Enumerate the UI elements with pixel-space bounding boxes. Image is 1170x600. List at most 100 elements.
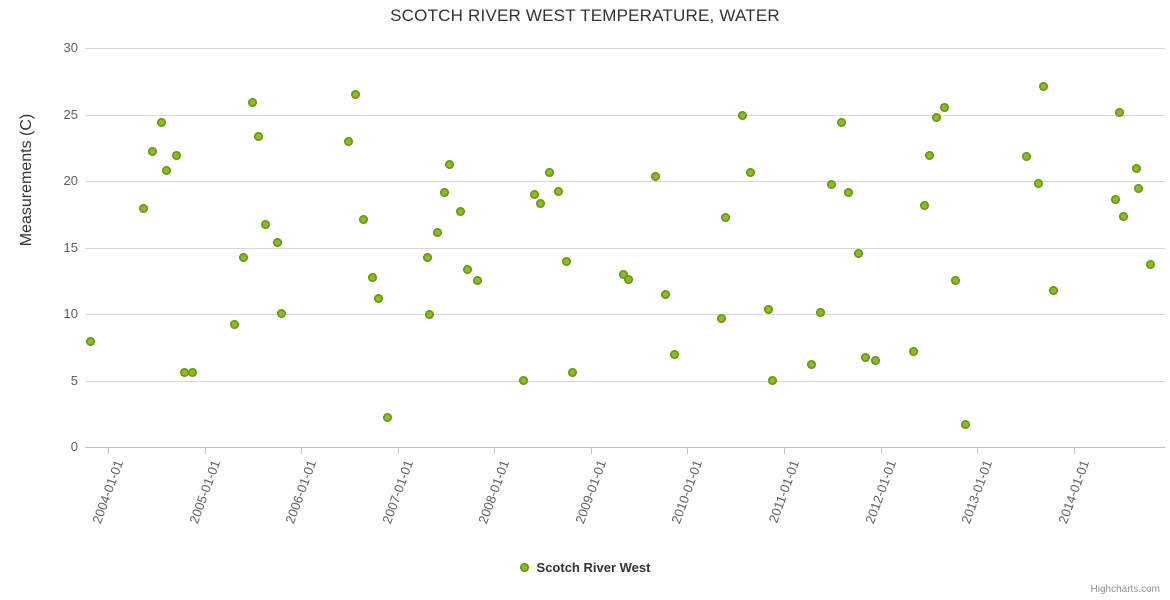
scatter-point[interactable] — [919, 200, 929, 210]
scatter-point[interactable] — [424, 309, 434, 319]
scatter-point[interactable] — [853, 248, 863, 258]
legend-item-scotch-river-west[interactable]: Scotch River West — [519, 560, 650, 575]
scatter-point[interactable] — [763, 304, 773, 314]
scatter-point[interactable] — [455, 206, 465, 216]
scatter-point[interactable] — [276, 308, 286, 318]
scatter-point[interactable] — [908, 346, 918, 356]
scatter-point[interactable] — [720, 212, 730, 222]
x-tick-mark — [687, 447, 688, 454]
scatter-point[interactable] — [422, 252, 432, 262]
scatter-point[interactable] — [156, 117, 166, 127]
scatter-point[interactable] — [358, 214, 368, 224]
scatter-point[interactable] — [439, 187, 449, 197]
x-tick-mark — [205, 447, 206, 454]
scatter-point[interactable] — [529, 189, 539, 199]
plot-area — [85, 48, 1165, 448]
scatter-point[interactable] — [432, 227, 442, 237]
scatter-point[interactable] — [826, 179, 836, 189]
scatter-point[interactable] — [1110, 194, 1120, 204]
scatter-point[interactable] — [939, 102, 949, 112]
chart-legend: Scotch River West — [0, 560, 1170, 575]
y-tick-label-10: 10 — [63, 306, 78, 321]
scatter-point[interactable] — [931, 112, 941, 122]
scatter-point[interactable] — [553, 186, 563, 196]
x-tick-mark — [301, 447, 302, 454]
scatter-point[interactable] — [1131, 163, 1141, 173]
x-tick-label-2014-01-01: 2014-01-01 — [1055, 458, 1093, 526]
scatter-point[interactable] — [444, 159, 454, 169]
scatter-point[interactable] — [238, 252, 248, 262]
scatter-point[interactable] — [161, 165, 171, 175]
x-tick-label-2006-01-01: 2006-01-01 — [282, 458, 320, 526]
scatter-point[interactable] — [1114, 107, 1124, 117]
scatter-point[interactable] — [1048, 285, 1058, 295]
scatter-point[interactable] — [815, 307, 825, 317]
y-gridline — [85, 181, 1165, 182]
scatter-point[interactable] — [669, 349, 679, 359]
scatter-point[interactable] — [737, 110, 747, 120]
scatter-point[interactable] — [561, 256, 571, 266]
scatter-point[interactable] — [171, 150, 181, 160]
y-tick-label-0: 0 — [70, 439, 78, 454]
scatter-point[interactable] — [472, 275, 482, 285]
scatter-point[interactable] — [716, 313, 726, 323]
legend-marker-icon — [519, 563, 529, 572]
scatter-point[interactable] — [350, 89, 360, 99]
scatter-point[interactable] — [950, 275, 960, 285]
scatter-point[interactable] — [618, 269, 628, 279]
scatter-point[interactable] — [836, 117, 846, 127]
y-gridline — [85, 247, 1165, 249]
scatter-point[interactable] — [85, 336, 95, 346]
scatter-point[interactable] — [147, 146, 157, 156]
scatter-point[interactable] — [806, 359, 816, 369]
scatter-point[interactable] — [1038, 81, 1048, 91]
scatter-point[interactable] — [343, 136, 353, 146]
x-tick-mark — [881, 447, 882, 454]
scatter-point[interactable] — [1033, 178, 1043, 188]
scatter-point[interactable] — [187, 367, 197, 377]
x-tick-mark — [784, 447, 785, 454]
x-tick-label-2010-01-01: 2010-01-01 — [668, 458, 706, 526]
x-tick-label-2008-01-01: 2008-01-01 — [475, 458, 513, 526]
scatter-point[interactable] — [870, 355, 880, 365]
scatter-point[interactable] — [650, 171, 660, 181]
y-gridline — [85, 48, 1165, 49]
x-tick-mark — [1074, 447, 1075, 454]
y-gridline — [85, 114, 1165, 116]
scatter-point[interactable] — [960, 419, 970, 429]
scatter-point[interactable] — [382, 412, 392, 422]
highcharts-credits-link[interactable]: Highcharts.com — [1090, 584, 1160, 595]
scatter-point[interactable] — [272, 237, 282, 247]
scatter-point[interactable] — [518, 375, 528, 385]
scatter-point[interactable] — [1133, 183, 1143, 193]
scatter-point[interactable] — [247, 97, 257, 107]
scatter-point[interactable] — [1145, 259, 1155, 269]
scatter-point[interactable] — [843, 187, 853, 197]
x-axis-line — [85, 447, 1165, 448]
scatter-point[interactable] — [373, 293, 383, 303]
scatter-point[interactable] — [229, 319, 239, 329]
scatter-point[interactable] — [623, 274, 633, 284]
scatter-point[interactable] — [179, 367, 189, 377]
scatter-point[interactable] — [367, 272, 377, 282]
y-tick-label-5: 5 — [70, 372, 78, 388]
scatter-point[interactable] — [138, 203, 148, 213]
x-tick-label-2009-01-01: 2009-01-01 — [572, 458, 610, 526]
scatter-point[interactable] — [924, 150, 934, 160]
scatter-point[interactable] — [767, 375, 777, 385]
scatter-point[interactable] — [1118, 211, 1128, 221]
y-tick-label-15: 15 — [63, 239, 78, 255]
scatter-point[interactable] — [567, 367, 577, 377]
scatter-point[interactable] — [660, 289, 670, 299]
scatter-point[interactable] — [1021, 151, 1031, 161]
y-tick-label-20: 20 — [63, 173, 78, 188]
scatter-point[interactable] — [462, 264, 472, 274]
x-tick-label-2005-01-01: 2005-01-01 — [186, 458, 224, 526]
x-tick-label-2007-01-01: 2007-01-01 — [379, 458, 417, 526]
scatter-point[interactable] — [535, 198, 545, 208]
scatter-point[interactable] — [745, 167, 755, 177]
scatter-point[interactable] — [860, 352, 870, 362]
scatter-point[interactable] — [260, 219, 270, 229]
scatter-point[interactable] — [544, 167, 554, 177]
scatter-point[interactable] — [253, 131, 263, 141]
